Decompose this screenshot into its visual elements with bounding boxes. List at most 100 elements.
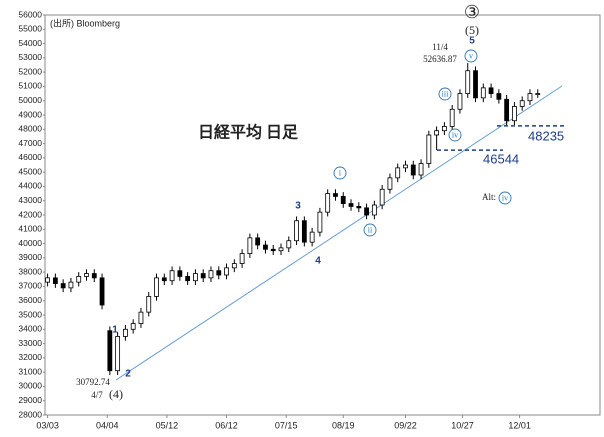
y-tick-label: 32000: [18, 352, 42, 362]
candle-body: [122, 328, 128, 337]
source: (出所) Bloomberg: [50, 17, 120, 28]
y-tick-label: 34000: [18, 324, 42, 334]
y-tick-label: 46000: [18, 152, 42, 162]
y-tick-label: 50000: [18, 95, 42, 105]
candle-body: [309, 231, 315, 243]
candle-body: [410, 164, 416, 176]
candle-body: [473, 70, 478, 99]
candle-body: [161, 277, 167, 282]
candle-body: [364, 207, 369, 216]
candle-body: [449, 108, 455, 127]
y-tick-label: 56000: [18, 9, 42, 19]
x-tick-label: 10/27: [451, 420, 474, 430]
candle-body: [512, 106, 517, 122]
y-tick-label: 52000: [18, 66, 42, 76]
x-tick-label: 05/12: [156, 420, 179, 430]
candle-body: [193, 273, 198, 282]
candle-body: [84, 273, 89, 277]
candle-body: [68, 281, 74, 289]
x-tick-label: 03/03: [36, 420, 59, 430]
subwave-circle: [464, 49, 478, 63]
candle-body: [457, 93, 463, 110]
y-tick-label: 41000: [18, 224, 42, 234]
candle-body: [45, 277, 50, 283]
y-tick-label: 31000: [18, 366, 42, 376]
candle-body: [255, 237, 261, 246]
candle-body: [99, 277, 105, 306]
wave-label: 4: [315, 256, 321, 267]
candle-body: [480, 87, 486, 99]
candle-body: [169, 270, 175, 282]
trend-line: [115, 85, 563, 381]
subwave-circle: [498, 191, 512, 205]
y-tick-label: 35000: [18, 309, 42, 319]
x-tick-label: 07/15: [275, 420, 298, 430]
wave-label: 3: [295, 201, 301, 212]
candle-body: [224, 267, 229, 276]
candle-body: [278, 247, 284, 252]
y-tick-label: 55000: [18, 24, 42, 34]
subwave-circle: [438, 87, 452, 101]
high-date: 11/4: [432, 42, 448, 52]
subwave-circle: [448, 128, 462, 142]
x-tick-label: 06/12: [215, 420, 238, 430]
candle-body: [185, 276, 191, 282]
subwave-circle: [333, 166, 347, 180]
candle-body: [247, 237, 253, 254]
wave-label: 1: [112, 325, 118, 336]
candle-body: [395, 167, 401, 179]
candle-body: [60, 283, 66, 289]
candle-body: [263, 244, 268, 250]
subwave-circle: [363, 223, 377, 237]
candle-body: [403, 164, 408, 169]
subwave-label: i: [339, 168, 342, 177]
subwave-label: ii: [368, 225, 373, 234]
x-tick-label: 09/22: [394, 420, 417, 430]
candle-body: [496, 93, 502, 100]
alt-label: Alt:: [482, 192, 496, 202]
low-date: 4/7: [91, 390, 103, 400]
y-tick-label: 36000: [18, 295, 42, 305]
subwave-label: iv: [452, 130, 458, 139]
candle-body: [387, 177, 393, 190]
candle-body: [107, 330, 113, 372]
candle-body: [348, 203, 354, 207]
y-tick-label: 29000: [18, 395, 42, 405]
y-tick-label: 38000: [18, 266, 42, 276]
candle-body: [52, 277, 58, 284]
candle-body: [216, 270, 222, 276]
candle-body: [138, 311, 144, 324]
y-tick-label: 47000: [18, 138, 42, 148]
candle-body: [294, 220, 299, 242]
high-degree: ③: [464, 2, 480, 22]
candle-body: [325, 193, 331, 213]
y-tick-label: 53000: [18, 52, 42, 62]
candle-body: [76, 276, 82, 283]
candle-body: [154, 277, 159, 297]
y-tick-label: 28000: [18, 409, 42, 419]
candle-body: [239, 253, 245, 264]
candle-body: [371, 204, 377, 216]
y-tick-label: 30000: [18, 381, 42, 391]
candle-body: [504, 98, 510, 122]
subwave-label: iii: [442, 89, 449, 98]
y-tick-label: 51000: [18, 81, 42, 91]
y-tick-label: 44000: [18, 181, 42, 191]
candle-body: [488, 87, 494, 94]
y-tick-label: 42000: [18, 209, 42, 219]
y-tick-label: 54000: [18, 38, 42, 48]
x-tick-label: 04/04: [96, 420, 119, 430]
candle-body: [115, 336, 121, 372]
candle-body: [519, 100, 525, 107]
candle-body: [333, 193, 338, 197]
wave-label: 2: [125, 369, 131, 380]
candle-body: [426, 134, 432, 164]
candle-body: [286, 240, 292, 249]
y-tick-label: 48000: [18, 124, 42, 134]
y-tick-label: 40000: [18, 238, 42, 248]
candle-body: [200, 273, 206, 279]
candle-body: [465, 70, 471, 94]
candle-body: [441, 126, 447, 132]
candle-body: [208, 270, 214, 279]
